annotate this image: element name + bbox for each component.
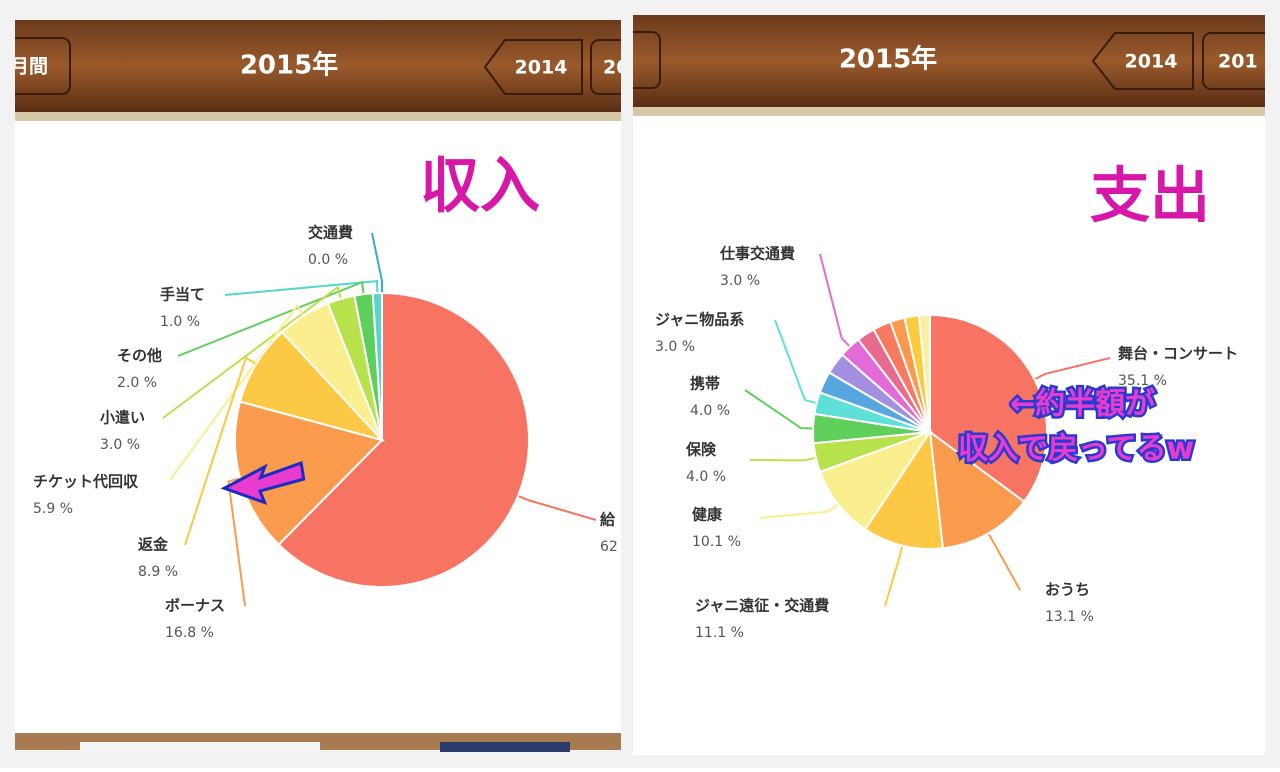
slice-label: ボーナス xyxy=(165,597,225,615)
slice-label: ジャニ遠征・交通費 xyxy=(695,597,829,615)
slice-label: チケット代回収 xyxy=(33,473,139,491)
slice-label: 仕事交通費 xyxy=(719,245,795,263)
slice-percent: 4.0 % xyxy=(686,469,726,485)
slice-percent: 0.0 % xyxy=(308,252,348,268)
slice-label: ジャニ物品系 xyxy=(655,311,744,329)
tab-button[interactable] xyxy=(0,37,71,95)
leader-line xyxy=(162,285,344,419)
slice-percent: 2.0 % xyxy=(117,375,157,391)
slice-label: 健康 xyxy=(692,506,723,524)
next-label[interactable]: 201 xyxy=(1218,51,1258,73)
header-edge xyxy=(633,107,1265,116)
handwritten-label: 支出 xyxy=(1090,162,1210,232)
leader-line xyxy=(985,529,1021,591)
header-bar xyxy=(633,15,1265,107)
pie-slice xyxy=(929,313,1048,503)
slice-label: おうち xyxy=(1045,581,1090,599)
next-label[interactable]: 20 xyxy=(603,57,629,79)
leader-line xyxy=(1030,357,1111,382)
footer-tab xyxy=(440,742,570,752)
pie-slice xyxy=(917,313,931,433)
slice-label: 交通費 xyxy=(308,224,353,242)
year-title: 2015年 xyxy=(240,50,338,81)
tab-label[interactable]: 月間 xyxy=(9,56,48,78)
slice-percent: 35.1 % xyxy=(1118,373,1167,389)
leader-line xyxy=(884,542,905,607)
handwritten-note: ←約半額が xyxy=(1010,387,1155,422)
slice-percent: 1.0 % xyxy=(160,314,200,330)
handwritten-note: 収入で戻ってるw xyxy=(958,432,1194,467)
prev-label[interactable]: 2014 xyxy=(1125,51,1178,73)
slice-label: その他 xyxy=(117,347,162,365)
slice-percent: 5.9 % xyxy=(33,501,73,517)
slice-percent: 62 xyxy=(600,539,618,555)
footer-tab xyxy=(80,742,320,752)
slice-percent: 3.0 % xyxy=(655,339,695,355)
slice-label: 給 xyxy=(600,511,616,529)
slice-label: 小遣い xyxy=(100,409,145,427)
leader-line xyxy=(224,279,379,298)
slice-percent: 11.1 % xyxy=(695,625,744,641)
leader-line xyxy=(819,253,853,351)
slice-label: 保険 xyxy=(685,441,717,459)
leader-line xyxy=(744,389,817,430)
next-button[interactable] xyxy=(1202,32,1280,90)
slice-percent: 3.0 % xyxy=(100,437,140,453)
arrow-annotation xyxy=(220,460,306,506)
header-bar xyxy=(15,20,621,112)
left-panel: 月間 2015年 2014 20 給 62 ボーナス 16.8 % 返金 8.9 % チケッ… xyxy=(0,20,651,752)
pie-slice xyxy=(928,429,1026,550)
slice-label: 手当て xyxy=(160,286,205,304)
leader-line xyxy=(759,501,842,519)
leader-line xyxy=(169,303,307,481)
slice-label: 返金 xyxy=(138,536,169,554)
leader-line xyxy=(371,232,383,298)
leader-line xyxy=(177,280,366,357)
leader-line xyxy=(227,476,246,607)
slice-percent: 3.0 % xyxy=(720,273,760,289)
handwritten-label: 収入 xyxy=(420,152,540,222)
right-panel: 2015年 2014 201 舞台・コンサート 35.1 % おうち 13.1 % ジャ… xyxy=(600,15,1280,755)
slice-percent: 4.0 % xyxy=(690,403,730,419)
tab-button[interactable] xyxy=(600,31,661,89)
slice-label: 舞台・コンサート xyxy=(1118,345,1238,363)
slice-percent: 8.9 % xyxy=(138,564,178,580)
leader-line xyxy=(513,493,597,521)
prev-label[interactable]: 2014 xyxy=(515,57,568,79)
leader-line xyxy=(749,455,820,462)
slice-percent: 10.1 % xyxy=(692,534,741,550)
prev-button[interactable] xyxy=(483,39,583,95)
expense-pie: 舞台・コンサート 35.1 % おうち 13.1 % ジャニ遠征・交通費 11.1 % 健康… xyxy=(655,245,1238,642)
pie-slice xyxy=(277,291,530,588)
pie-slice xyxy=(863,429,944,550)
next-button[interactable] xyxy=(590,39,651,95)
slice-label: 携帯 xyxy=(690,375,720,393)
income-pie: 給 62 ボーナス 16.8 % 返金 8.9 % チケット代回収 5.9 % 小遣い 3.0 %… xyxy=(33,224,618,642)
slice-percent: 16.8 % xyxy=(165,625,214,641)
leader-line xyxy=(774,319,821,405)
pie-slice xyxy=(238,330,386,442)
slice-percent: 13.1 % xyxy=(1045,609,1094,625)
year-title: 2015年 xyxy=(839,44,937,75)
prev-button[interactable] xyxy=(1091,32,1194,90)
pie-slice xyxy=(818,430,933,531)
header-edge xyxy=(15,112,621,121)
